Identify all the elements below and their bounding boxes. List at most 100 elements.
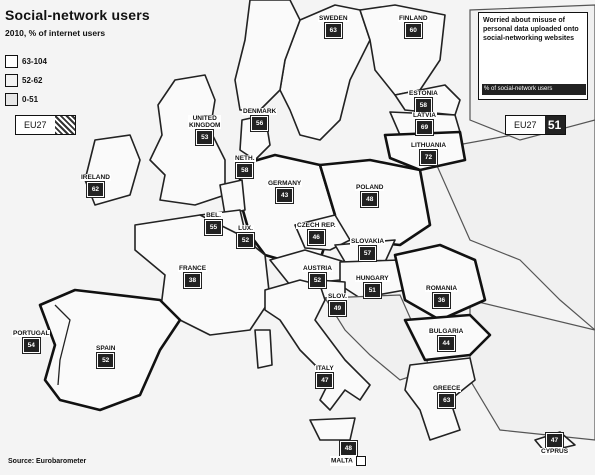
map-title: Social-network users (5, 7, 150, 23)
country-value: 69 (415, 119, 434, 136)
country-poland: POLAND 48 (355, 184, 385, 208)
callout-title: Worried about misuse of personal data up… (483, 17, 579, 42)
country-sweden: SWEDEN 63 (318, 15, 349, 39)
eu-label: EU27 (16, 116, 55, 134)
country-cyprus: 47 CYPRUS (540, 432, 570, 455)
country-value: 62 (85, 181, 105, 198)
country-value: 36 (432, 292, 452, 309)
country-name: MALTA (330, 456, 367, 466)
country-italy: ITALY 47 (315, 365, 335, 389)
country-name: FRANCE (178, 265, 208, 272)
country-name: POLAND (355, 184, 385, 191)
country-value: 58 (413, 97, 433, 114)
country-czech-republic: CZECH REP. 46 (296, 222, 337, 246)
country-name: BULGARIA (428, 328, 465, 335)
country-name: ESTONIA (408, 90, 439, 97)
country-value: 63 (437, 392, 457, 409)
malta-marker-icon (355, 456, 366, 466)
country-spain: SPAIN 52 (95, 345, 117, 369)
country-slovenia: SLOV. 49 (327, 293, 348, 317)
country-value: 52 (236, 232, 255, 249)
country-name: PORTUGAL (12, 330, 51, 337)
country-malta: 48 MALTA (330, 440, 367, 466)
legend-swatch-low (5, 93, 18, 106)
country-name: IRELAND (80, 174, 111, 181)
country-name: NETH. (234, 155, 256, 162)
country-name-text: MALTA (331, 457, 353, 465)
country-value: 57 (358, 245, 378, 262)
country-hungary: HUNGARY 51 (355, 275, 390, 299)
eu-value (54, 116, 75, 134)
country-name: ROMANIA (425, 285, 459, 292)
country-value: 52 (307, 272, 327, 289)
country-france: FRANCE 38 (178, 265, 208, 289)
country-value: 44 (436, 335, 456, 352)
country-greece: GREECE 63 (432, 385, 462, 409)
eu-average-left: EU27 (15, 115, 76, 135)
country-name: SLOV. (327, 293, 348, 300)
country-value: 47 (315, 372, 335, 389)
country-name: AUSTRIA (302, 265, 333, 272)
country-value: 53 (195, 129, 215, 146)
country-finland: FINLAND 60 (398, 15, 429, 39)
country-value: 60 (403, 22, 423, 39)
country-name: CYPRUS (540, 448, 570, 455)
legend-swatch-high (5, 55, 18, 68)
callout-footnote: % of social-network users (482, 84, 586, 95)
country-austria: AUSTRIA 52 (302, 265, 333, 289)
country-name: LITHUANIA (410, 142, 448, 149)
map-subtitle: 2010, % of internet users (5, 28, 106, 38)
country-value: 63 (323, 22, 343, 39)
legend-label: 52-62 (22, 76, 43, 85)
country-bulgaria: BULGARIA 44 (428, 328, 465, 352)
country-slovakia: SLOVAKIA 57 (350, 238, 386, 262)
country-romania: ROMANIA 36 (425, 285, 459, 309)
country-germany: GERMANY 43 (267, 180, 303, 204)
country-name: LATVIA (412, 112, 437, 119)
country-value: 47 (545, 432, 565, 449)
country-name: SWEDEN (318, 15, 349, 22)
country-value: 46 (306, 229, 326, 246)
country-name: GREECE (432, 385, 462, 392)
legend-item: 0-51 (5, 90, 47, 109)
country-name: SPAIN (95, 345, 117, 352)
country-value: 48 (360, 191, 380, 208)
country-value: 48 (338, 440, 358, 457)
country-value: 38 (183, 272, 203, 289)
country-lithuania: LITHUANIA 72 (410, 142, 448, 166)
country-value: 43 (275, 187, 295, 204)
country-value: 72 (419, 149, 439, 166)
country-name: DENMARK (242, 108, 278, 115)
country-value: 54 (21, 337, 41, 354)
country-name: UNITED KINGDOM (188, 115, 222, 129)
legend: 63-104 52-62 0-51 (5, 52, 47, 109)
source-note: Source: Eurobarometer (8, 458, 87, 465)
country-name: ITALY (315, 365, 335, 372)
country-name: FINLAND (398, 15, 429, 22)
country-value: 58 (235, 162, 255, 179)
eu-label: EU27 (506, 116, 545, 134)
country-value: 51 (362, 282, 382, 299)
country-name: CZECH REP. (296, 222, 337, 229)
country-belgium: BEL. 55 (204, 212, 223, 236)
eu-average-right: EU27 51 (505, 115, 566, 135)
country-name: BEL. (205, 212, 222, 219)
country-value: 55 (204, 219, 223, 236)
country-netherlands: NETH. 58 (234, 155, 256, 179)
country-ireland: IRELAND 62 (80, 174, 111, 198)
country-portugal: PORTUGAL 54 (12, 330, 51, 354)
country-name: SLOVAKIA (350, 238, 386, 245)
legend-item: 52-62 (5, 71, 47, 90)
eu-value: 51 (544, 116, 565, 134)
country-value: 56 (250, 115, 270, 132)
country-value: 49 (327, 300, 347, 317)
country-denmark: DENMARK 56 (242, 108, 278, 132)
country-name: HUNGARY (355, 275, 390, 282)
legend-label: 63-104 (22, 57, 47, 66)
legend-label: 0-51 (22, 95, 39, 104)
legend-swatch-mid (5, 74, 18, 87)
country-name: LUX. (237, 225, 254, 232)
country-name: GERMANY (267, 180, 303, 187)
callout-box: Worried about misuse of personal data up… (478, 12, 588, 100)
